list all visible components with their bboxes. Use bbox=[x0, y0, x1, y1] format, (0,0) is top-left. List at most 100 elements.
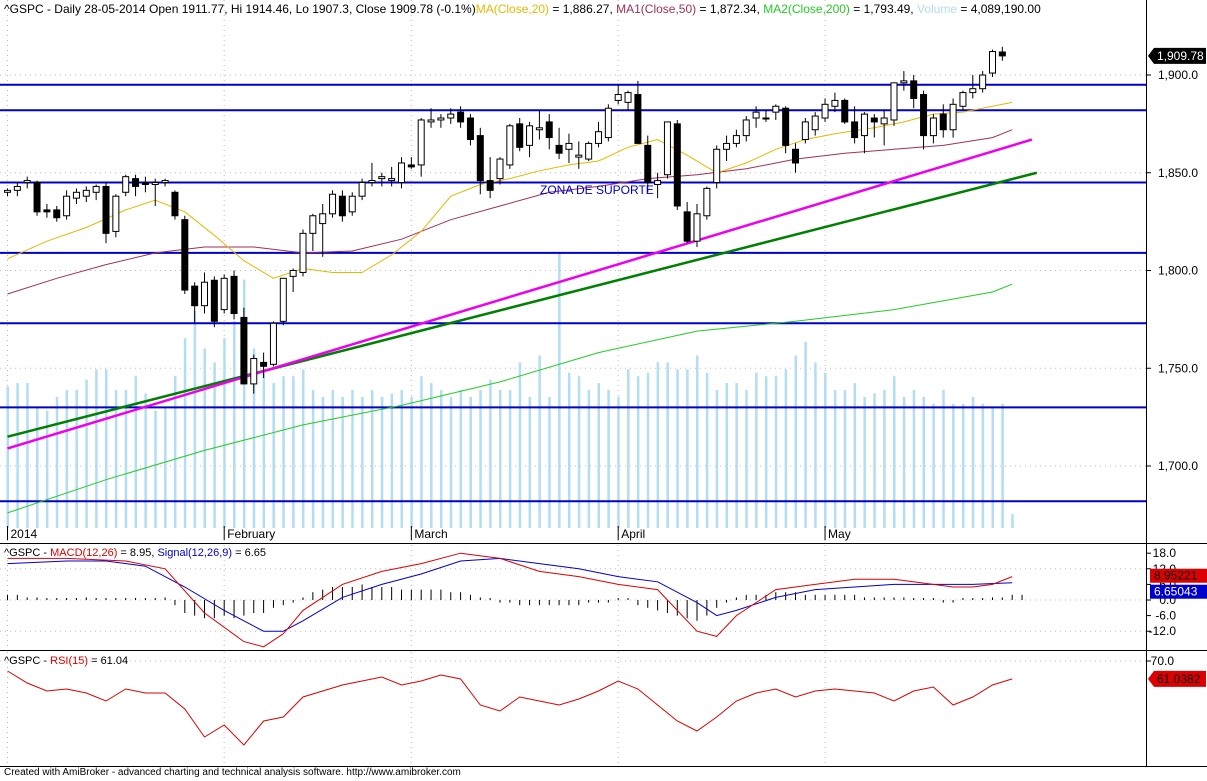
candle-down bbox=[141, 176, 149, 193]
candle-up bbox=[742, 116, 750, 142]
candle-body bbox=[920, 94, 928, 137]
volume-bar bbox=[36, 407, 39, 528]
volume-bar bbox=[75, 390, 78, 528]
candle-down bbox=[870, 114, 878, 138]
candle-up bbox=[604, 104, 612, 142]
volume-bar bbox=[735, 383, 738, 528]
volume-bar bbox=[144, 393, 147, 528]
volume-bar bbox=[439, 390, 443, 528]
price-gridlines bbox=[0, 0, 1146, 543]
price-tick-label: 1,750.0 bbox=[1158, 361, 1198, 375]
candle-body bbox=[801, 121, 809, 141]
volume-bar bbox=[981, 403, 985, 528]
volume-bar bbox=[55, 396, 59, 528]
candle-up bbox=[112, 194, 120, 238]
candle-body bbox=[516, 123, 524, 148]
macd-last-label-bg bbox=[1150, 568, 1207, 583]
candle-down bbox=[476, 127, 484, 195]
candle-body bbox=[841, 99, 849, 123]
volume-bar bbox=[26, 383, 29, 528]
volume-bar bbox=[755, 372, 758, 528]
candle-up bbox=[437, 114, 445, 128]
time-tick-label: March bbox=[414, 527, 447, 541]
candle-body bbox=[979, 74, 987, 90]
trendlines bbox=[7, 138, 1038, 450]
candle-down bbox=[457, 106, 465, 128]
ma50-line bbox=[7, 129, 1013, 295]
volume-bar bbox=[863, 396, 866, 528]
candle-up bbox=[703, 186, 711, 220]
last-price-label: 1,909.78 bbox=[1157, 49, 1204, 63]
candle-body bbox=[299, 232, 307, 273]
macd-line bbox=[7, 552, 1013, 648]
volume-bar bbox=[558, 252, 561, 528]
volume-bar bbox=[213, 362, 216, 528]
candle-up bbox=[506, 123, 514, 169]
macd-title-part: Signal(12,26,9) bbox=[157, 547, 232, 559]
price-pane: 1,900.0 1,850.0 1,800.0 1,750.0 1,700.0 1,909… bbox=[0, 0, 1206, 543]
candle-body bbox=[398, 162, 405, 184]
candle-body bbox=[486, 180, 494, 191]
volume-bar bbox=[65, 390, 69, 528]
candle-up bbox=[526, 121, 534, 158]
candle-body bbox=[112, 195, 120, 232]
candle-body bbox=[210, 279, 218, 322]
volume-legend: Volume bbox=[917, 2, 957, 16]
volume-bar bbox=[105, 369, 108, 528]
candle-down bbox=[466, 114, 474, 146]
candle-down bbox=[210, 276, 218, 328]
candle-body bbox=[220, 277, 228, 311]
candle-up bbox=[427, 108, 435, 128]
candle-body bbox=[910, 80, 918, 99]
candle-body bbox=[476, 135, 484, 182]
candle-body bbox=[348, 195, 356, 213]
candlesticks bbox=[4, 46, 1006, 394]
candle-up bbox=[319, 204, 327, 257]
candle-body bbox=[191, 285, 199, 307]
volume-bar bbox=[16, 383, 19, 528]
candle-up bbox=[13, 182, 21, 197]
candle-body bbox=[466, 117, 474, 141]
candle-down bbox=[851, 106, 859, 144]
volume-bar bbox=[853, 383, 857, 528]
header-summary: ^GSPC - Daily 28-05-2014 Open 1911.77, H… bbox=[4, 2, 476, 16]
volume-bar bbox=[459, 390, 463, 528]
volume-bar bbox=[262, 369, 266, 528]
rsi-title: ^GSPC - RSI(15) = 61.04 bbox=[4, 655, 128, 667]
volume-bar bbox=[430, 383, 433, 528]
candle-body bbox=[535, 127, 543, 131]
candle-up bbox=[309, 213, 317, 251]
rsi-title-part: RSI(15) bbox=[50, 655, 88, 667]
candle-body bbox=[309, 215, 317, 234]
candle-up bbox=[122, 174, 130, 197]
ma50-legend-value: = 1,872.34, bbox=[696, 2, 763, 16]
candle-body bbox=[654, 180, 662, 185]
candle-up bbox=[713, 145, 721, 189]
candle-up bbox=[161, 178, 169, 187]
candle-body bbox=[585, 142, 593, 160]
volume-bar bbox=[193, 310, 197, 528]
volume-bar bbox=[961, 403, 965, 528]
candle-body bbox=[240, 316, 248, 385]
macd-title-part: MACD(12,26) bbox=[50, 547, 117, 559]
candle-body bbox=[329, 193, 337, 215]
volume-bar bbox=[134, 376, 138, 528]
candle-up bbox=[496, 157, 504, 185]
price-tick-label: 1,850.0 bbox=[1158, 166, 1198, 180]
price-tick-label: 1,900.0 bbox=[1158, 68, 1198, 82]
candle-down bbox=[191, 282, 199, 324]
candle-down bbox=[171, 190, 179, 220]
candle-body bbox=[792, 148, 799, 164]
candle-body bbox=[417, 119, 425, 166]
candle-up bbox=[949, 98, 957, 138]
volume-bar bbox=[567, 372, 571, 528]
candle-body bbox=[614, 94, 622, 101]
candle-up bbox=[575, 141, 583, 169]
candle-down bbox=[407, 157, 415, 169]
candle-up bbox=[723, 135, 731, 162]
volume-bar bbox=[173, 376, 177, 528]
candle-up bbox=[378, 172, 386, 187]
volume-bar bbox=[203, 348, 206, 528]
